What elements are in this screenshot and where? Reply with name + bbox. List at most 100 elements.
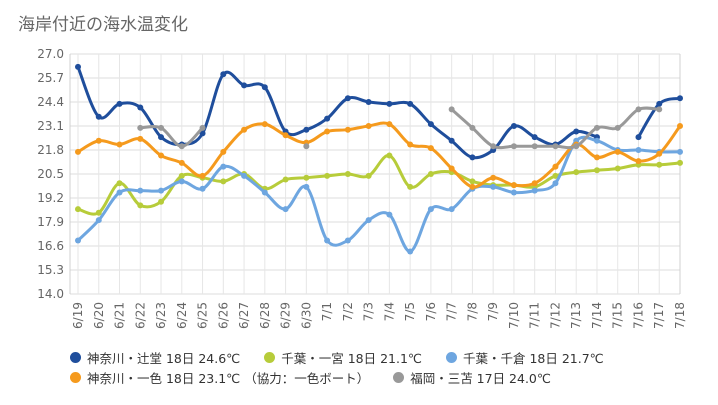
data-point — [282, 132, 289, 139]
data-point — [427, 121, 434, 128]
data-point — [469, 183, 476, 190]
data-point — [593, 124, 600, 131]
data-point — [220, 163, 227, 170]
data-point — [116, 189, 123, 196]
data-point — [552, 172, 559, 179]
data-point — [448, 137, 455, 144]
data-point — [199, 185, 206, 192]
data-point — [677, 95, 683, 102]
legend-marker — [445, 351, 457, 363]
data-point — [531, 134, 538, 141]
x-tick-label: 7/4 — [382, 302, 396, 321]
data-point — [469, 178, 476, 185]
data-point — [220, 148, 227, 155]
legend-row-2: 神奈川・一色 18日 23.1℃ （協力：一色ボート） 福岡・三苫 17日 24… — [70, 367, 710, 387]
data-point — [614, 148, 621, 155]
data-point — [531, 180, 538, 187]
x-tick-label: 6/30 — [299, 302, 313, 329]
data-point — [469, 154, 476, 161]
data-point — [448, 106, 455, 113]
data-point — [344, 126, 351, 133]
data-point — [116, 100, 123, 107]
data-point — [261, 121, 268, 128]
data-point — [593, 137, 600, 144]
x-tick-label: 6/22 — [133, 302, 147, 329]
data-point — [303, 183, 310, 190]
data-point — [241, 172, 248, 179]
data-point — [510, 123, 517, 129]
data-point — [407, 100, 414, 107]
data-point — [386, 152, 393, 159]
data-point — [158, 152, 165, 159]
legend-label: 千葉・一宮 18日 21.1℃ — [281, 350, 422, 366]
data-point — [427, 206, 434, 213]
y-tick-label: 27.0 — [37, 47, 64, 61]
x-tick-label: 7/16 — [631, 302, 645, 329]
data-point — [95, 209, 102, 216]
data-point — [344, 237, 351, 244]
data-point — [199, 124, 206, 131]
data-point — [677, 123, 683, 129]
data-point — [635, 158, 642, 165]
legend-item: 神奈川・一色 18日 23.1℃ （協力：一色ボート） — [70, 368, 369, 387]
legend-item: 福岡・三苫 17日 24.0℃ — [393, 368, 551, 387]
data-point — [324, 115, 331, 122]
data-point — [510, 189, 517, 196]
x-tick-label: 7/5 — [403, 302, 417, 321]
y-tick-label: 14.0 — [37, 287, 64, 301]
data-point — [593, 154, 600, 161]
data-point — [241, 82, 248, 89]
x-tick-label: 6/29 — [279, 302, 293, 329]
x-tick-label: 7/7 — [445, 302, 459, 321]
data-point — [220, 178, 227, 185]
data-point — [386, 121, 393, 128]
data-point — [593, 167, 600, 174]
x-tick-label: 7/17 — [652, 302, 666, 329]
data-point — [303, 174, 310, 181]
data-point — [137, 202, 144, 209]
legend-label: 千葉・千倉 18日 21.7℃ — [462, 350, 604, 366]
data-point — [531, 143, 538, 150]
data-point — [178, 143, 185, 150]
data-point — [75, 63, 81, 70]
data-point — [137, 104, 144, 111]
x-tick-label: 7/3 — [362, 302, 376, 321]
data-point — [573, 128, 580, 135]
x-tick-label: 6/28 — [258, 302, 272, 329]
data-point — [158, 134, 165, 141]
data-point — [407, 141, 414, 148]
data-point — [344, 95, 351, 102]
x-tick-label: 7/8 — [465, 302, 479, 321]
data-point — [386, 100, 393, 107]
series-line — [76, 154, 682, 216]
series-line — [138, 124, 205, 148]
data-point — [635, 134, 642, 141]
data-point — [241, 126, 248, 133]
x-tick-label: 7/1 — [320, 302, 334, 321]
data-point — [282, 206, 289, 213]
data-point — [137, 135, 144, 142]
x-tick-label: 6/24 — [175, 302, 189, 329]
x-tick-label: 7/15 — [611, 302, 625, 329]
x-tick-label: 7/9 — [486, 302, 500, 321]
data-point — [199, 172, 206, 179]
legend-item: 千葉・一宮 18日 21.1℃ — [264, 348, 422, 367]
data-point — [365, 123, 372, 129]
data-point — [344, 171, 351, 177]
y-tick-label: 20.5 — [37, 167, 64, 181]
legend-marker — [70, 371, 81, 383]
data-point — [677, 159, 683, 166]
data-point — [427, 171, 434, 177]
data-point — [365, 99, 372, 105]
x-tick-label: 7/6 — [424, 302, 438, 321]
y-tick-label: 15.3 — [37, 263, 64, 277]
data-point — [303, 126, 310, 133]
legend-marker — [264, 351, 276, 363]
data-point — [324, 172, 331, 179]
data-point — [552, 180, 559, 187]
data-point — [178, 172, 185, 179]
legend-label: 神奈川・辻堂 18日 24.6℃ — [87, 350, 241, 366]
data-point — [282, 176, 289, 183]
legend-item: 神奈川・辻堂 18日 24.6℃ — [70, 348, 240, 367]
x-tick-label: 6/21 — [113, 302, 127, 329]
